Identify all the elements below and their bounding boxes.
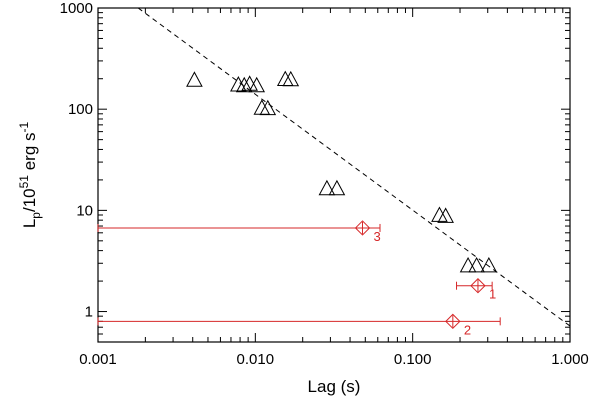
y-axis-title: Lp/1051 erg s-1 [17, 121, 43, 228]
y-tick-label: 1 [85, 304, 93, 321]
triangle-point [259, 99, 277, 116]
fit-line-group [137, 7, 571, 327]
y-tick-label: 1000 [60, 0, 93, 17]
x-tick-label: 1.000 [551, 351, 589, 368]
triangle-point [235, 76, 253, 93]
x-tick-label: 0.001 [79, 351, 117, 368]
triangle-series [186, 70, 498, 273]
triangle-point [328, 179, 346, 196]
y-axis-title-unit: erg s [20, 132, 39, 175]
point-label: 2 [464, 322, 471, 337]
y-tick-label: 10 [76, 202, 93, 219]
x-tick-label: 0.100 [394, 351, 432, 368]
y-axis-title-mid: /10 [20, 188, 39, 212]
triangle-point [282, 70, 300, 87]
diamond-point [354, 220, 371, 236]
diamond-point [445, 313, 461, 330]
y-axis-title-base: L [20, 219, 39, 228]
point-label: 3 [374, 229, 381, 244]
triangle-point [248, 76, 266, 93]
y-axis-title-base-sub: p [29, 212, 43, 219]
diamond-point [470, 278, 486, 294]
triangle-point [437, 207, 454, 223]
triangle-point [230, 76, 247, 92]
triangle-point [468, 256, 485, 273]
triangle-point [459, 256, 477, 273]
y-axis-title-mid-sup: 51 [17, 175, 31, 189]
y-axis-title-unit-sup: -1 [17, 121, 31, 132]
point-label: 1 [489, 287, 496, 302]
triangle-point [186, 71, 203, 87]
fit-line [137, 7, 571, 327]
triangle-point [276, 70, 294, 87]
y-tick-label: 100 [68, 101, 93, 118]
axis-ticks: 0.001 0.010 0.100 1.000 1 10 100 1000 [60, 0, 589, 368]
plot-frame [97, 7, 571, 343]
triangle-point [318, 179, 336, 196]
triangle-point [480, 256, 498, 273]
x-tick-label: 0.010 [237, 351, 275, 368]
triangle-point [431, 206, 448, 222]
x-axis-title: Lag (s) [308, 377, 361, 396]
diamond-series: 1 2 3 [97, 220, 501, 337]
